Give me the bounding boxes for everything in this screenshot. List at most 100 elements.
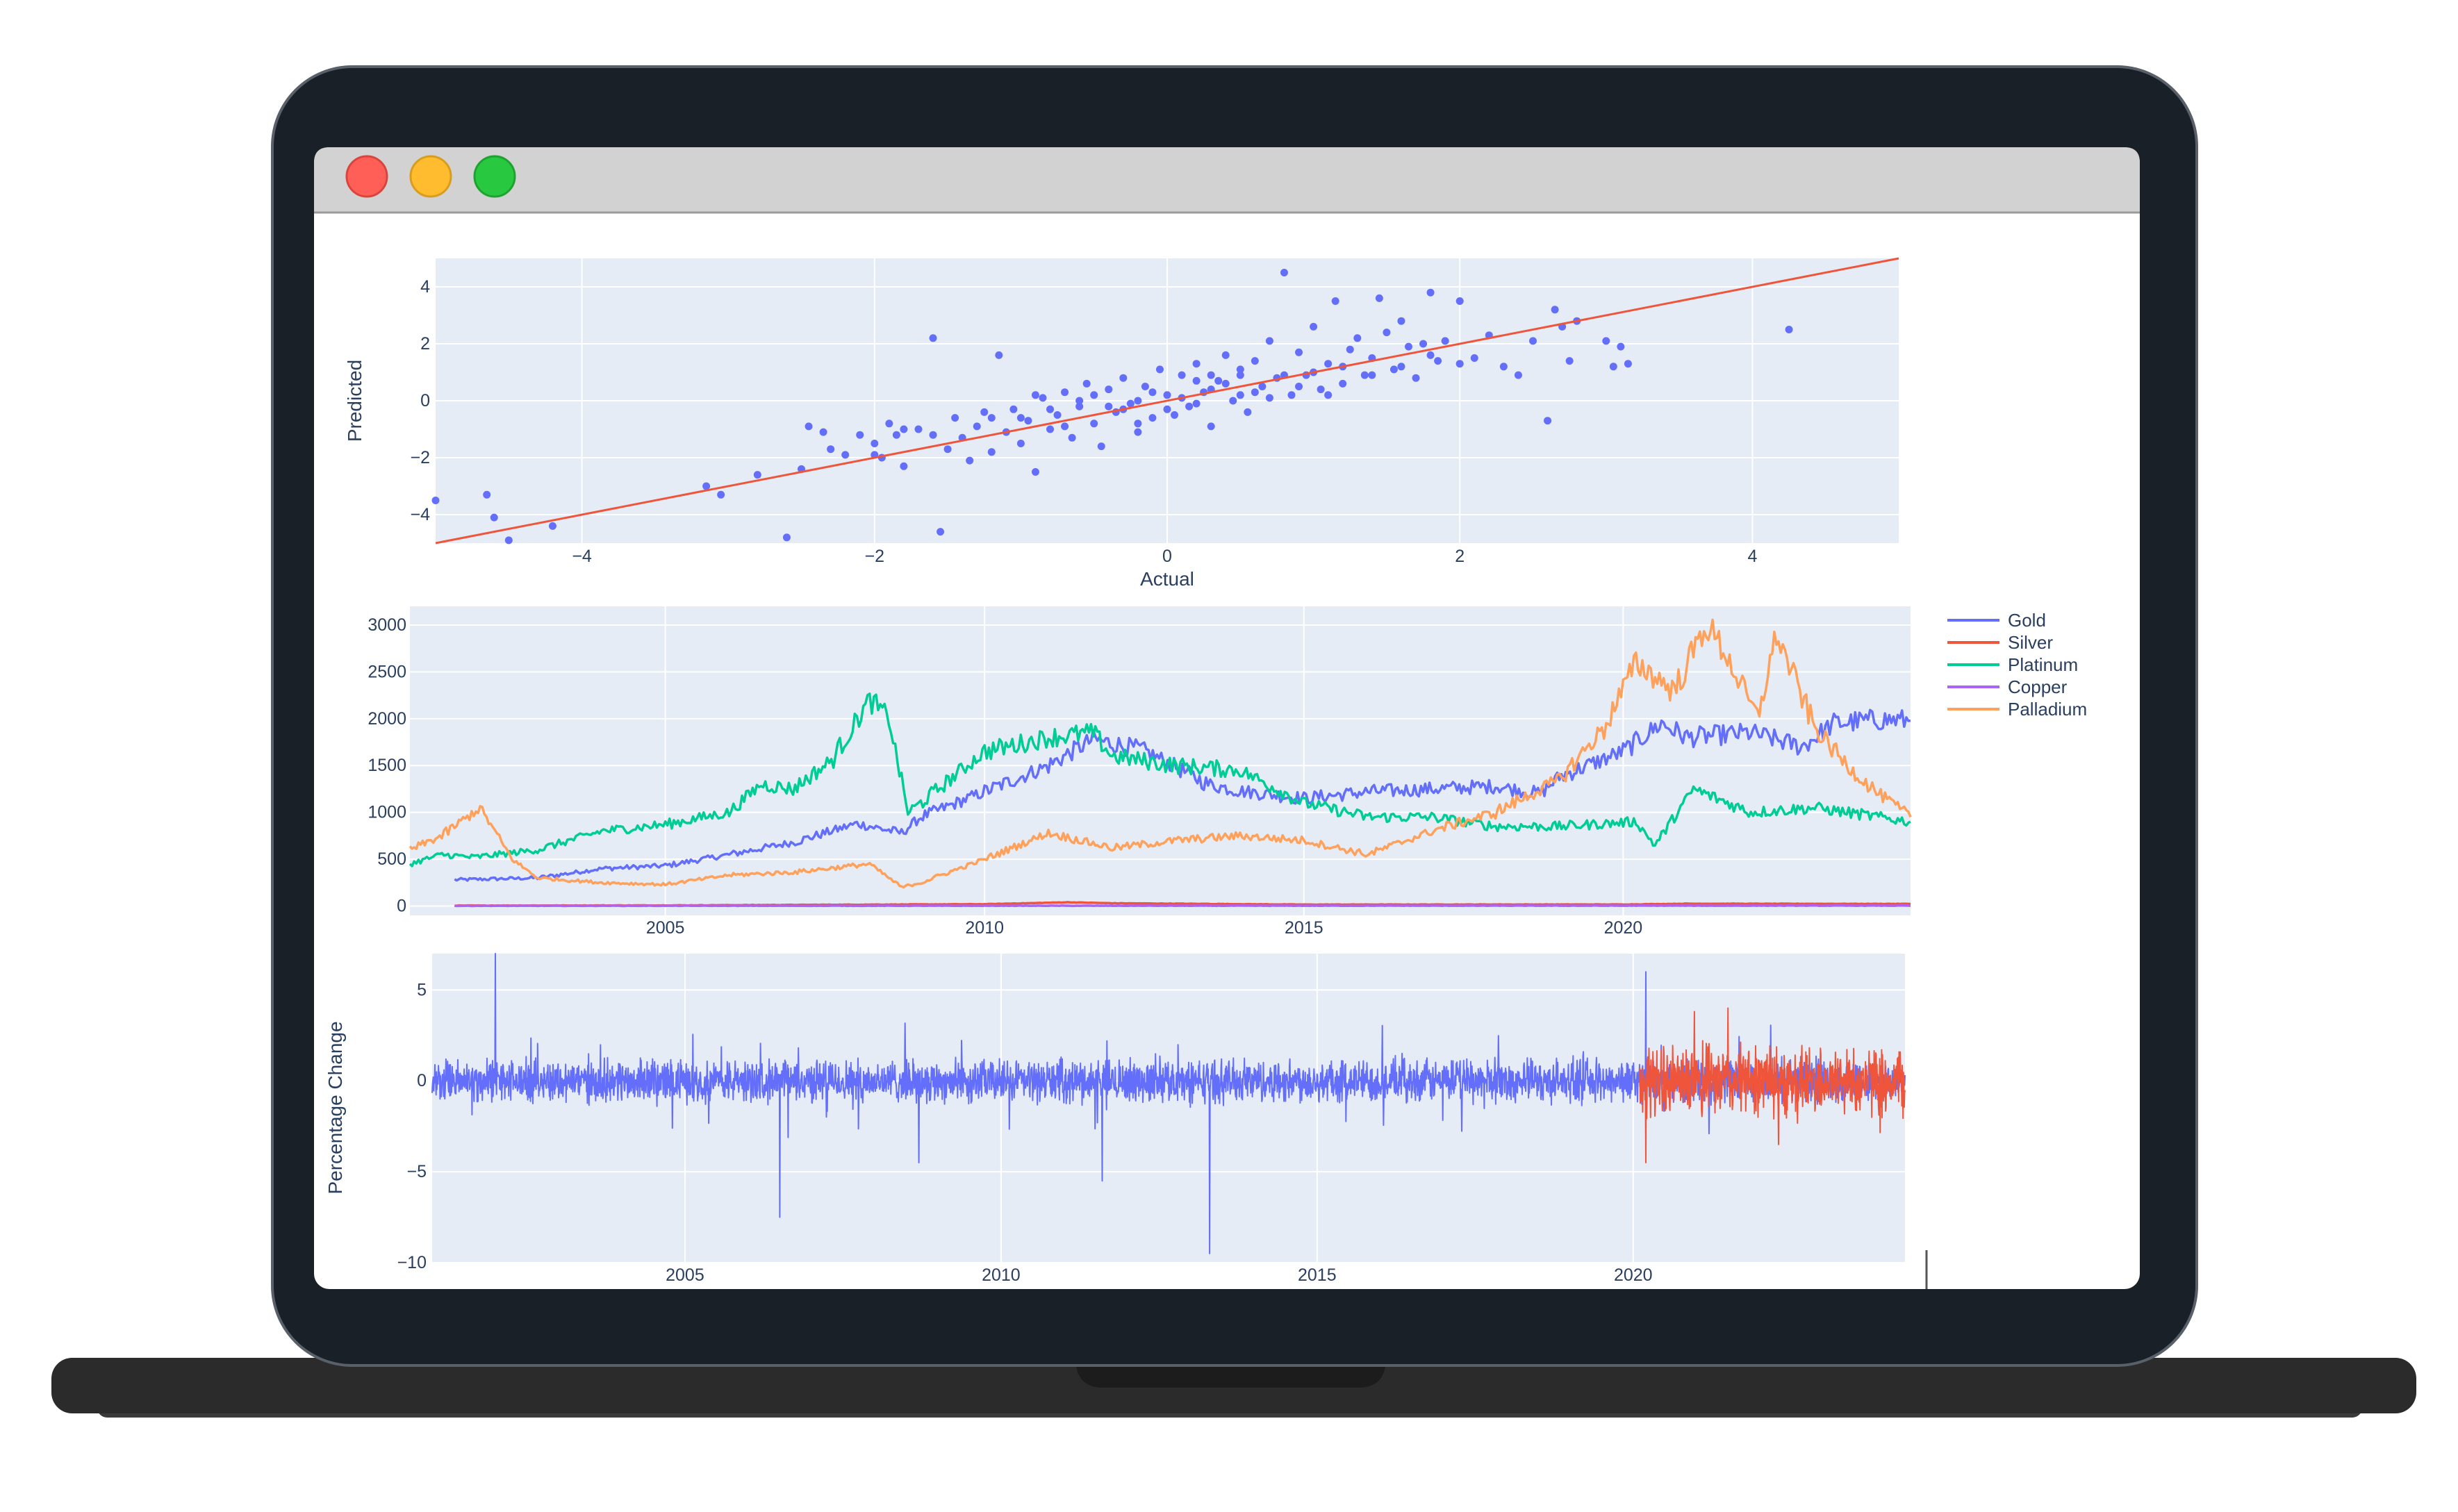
legend-item-copper[interactable]: Copper <box>1947 676 2068 697</box>
scatter-point <box>1061 388 1069 397</box>
price-x-tick-label: 2010 <box>965 918 1004 938</box>
scatter-point <box>1434 357 1442 365</box>
scatter-point <box>753 471 761 479</box>
scatter-point <box>1455 360 1464 368</box>
pct-y-tick-label: 5 <box>417 980 427 999</box>
price-series-lines <box>409 618 1912 908</box>
scatter-point <box>1544 417 1552 425</box>
close-dot-icon[interactable] <box>345 155 388 198</box>
pct-series-lines <box>431 953 1906 1254</box>
scatter-y-tick-labels: −4 −2 0 2 4 <box>410 277 430 524</box>
scatter-point <box>1221 351 1230 359</box>
scatter-x-axis-title: Actual <box>1140 568 1194 590</box>
scatter-point <box>1163 391 1171 399</box>
legend-item-silver[interactable]: Silver <box>1947 632 2053 653</box>
laptop-base <box>51 1358 2416 1418</box>
scatter-point <box>1082 379 1091 388</box>
scatter-point <box>1119 374 1128 382</box>
price-x-tick-label: 2020 <box>1604 918 1643 938</box>
scatter-point <box>717 490 725 499</box>
legend-item-palladium[interactable]: Palladium <box>1947 699 2087 720</box>
price-y-tick-label: 1000 <box>368 803 406 822</box>
scatter-point <box>1287 391 1296 399</box>
scatter-point <box>1192 376 1201 385</box>
scatter-point <box>987 414 996 422</box>
scatter-y-tick-label: −2 <box>410 448 430 467</box>
scatter-point <box>1441 337 1449 345</box>
scatter-point <box>1236 365 1244 374</box>
scatter-x-tick-label: 2 <box>1455 547 1465 566</box>
scatter-point <box>1236 371 1244 379</box>
scatter-point <box>548 522 556 530</box>
scatter-y-tick-label: 2 <box>420 334 430 354</box>
scatter-point <box>1426 351 1435 359</box>
scatter-point <box>1046 425 1055 433</box>
percentage-change-chart: 2005 2010 2015 2020 −10 −5 0 5 Percentage Chan… <box>324 953 1928 1289</box>
scatter-y-axis-title: Predicted <box>344 360 365 442</box>
pct-y-tick-labels: −10 −5 0 5 <box>397 980 427 1272</box>
scatter-point <box>1346 345 1354 354</box>
scatter-point <box>1258 383 1267 390</box>
scatter-point <box>1178 371 1186 379</box>
legend-item-platinum[interactable]: Platinum <box>1947 654 2078 675</box>
scatter-x-tick-label: 4 <box>1747 547 1757 566</box>
scatter-point <box>900 425 908 433</box>
scatter-point <box>1412 374 1420 382</box>
price-x-tick-labels: 2005 2010 2015 2020 <box>646 918 1642 938</box>
minimize-dot-icon[interactable] <box>409 155 452 198</box>
scatter-point <box>1455 297 1464 305</box>
reference-line <box>435 257 1899 545</box>
scatter-point <box>1075 397 1084 405</box>
scatter-point <box>1426 288 1435 297</box>
price-x-tick-label: 2015 <box>1285 918 1323 938</box>
zoom-dot-icon[interactable] <box>473 155 516 198</box>
scatter-point <box>1134 419 1142 428</box>
scatter-point <box>1265 394 1273 402</box>
scatter-point <box>1624 360 1632 368</box>
scatter-point <box>1529 337 1537 345</box>
scatter-point <box>1617 342 1625 351</box>
scatter-point <box>1383 329 1391 337</box>
scatter-point <box>1016 440 1025 447</box>
scatter-point <box>1265 337 1273 345</box>
scatter-point <box>1134 428 1142 436</box>
scatter-point <box>1068 433 1076 442</box>
scatter-point <box>1397 317 1405 325</box>
pct-x-tick-label: 2010 <box>982 1265 1021 1285</box>
scatter-point <box>1295 348 1303 356</box>
scatter-point <box>973 422 981 431</box>
scatter-point <box>980 408 989 416</box>
price-plot-area <box>410 606 1911 915</box>
scatter-point <box>1097 442 1105 451</box>
scatter-point <box>1105 402 1113 410</box>
scatter-reference-line <box>435 257 1899 545</box>
price-y-tick-labels: 0 500 1000 1500 2000 2500 3000 <box>368 615 406 916</box>
pct-y-axis-title: Percentage Change <box>324 1021 346 1194</box>
scatter-point <box>1324 391 1333 399</box>
scatter-point <box>1192 399 1201 408</box>
scatter-point <box>1397 363 1405 371</box>
scatter-point <box>900 462 908 470</box>
legend-label: Platinum <box>2008 654 2078 675</box>
legend-item-gold[interactable]: Gold <box>1947 610 2046 631</box>
series-line-gold <box>454 708 1911 882</box>
scatter-point <box>1061 422 1069 431</box>
scatter-point <box>871 440 879 447</box>
pct-y-tick-label: −5 <box>406 1162 427 1181</box>
scatter-y-tick-label: −4 <box>410 505 430 524</box>
scatter-point <box>1024 417 1032 425</box>
scatter-point <box>782 533 791 542</box>
price-y-tick-label: 1500 <box>368 756 406 775</box>
pct-series-line-recent <box>1638 1007 1906 1163</box>
scatter-point <box>1551 306 1559 314</box>
scatter-point <box>951 414 959 422</box>
scatter-point <box>1207 422 1215 431</box>
legend-label: Copper <box>2008 676 2068 697</box>
scatter-point <box>1214 376 1223 385</box>
scatter-point <box>1244 408 1252 416</box>
scatter-point <box>1514 371 1522 379</box>
series-line-platinum <box>409 692 1911 867</box>
scatter-point <box>1470 354 1478 362</box>
